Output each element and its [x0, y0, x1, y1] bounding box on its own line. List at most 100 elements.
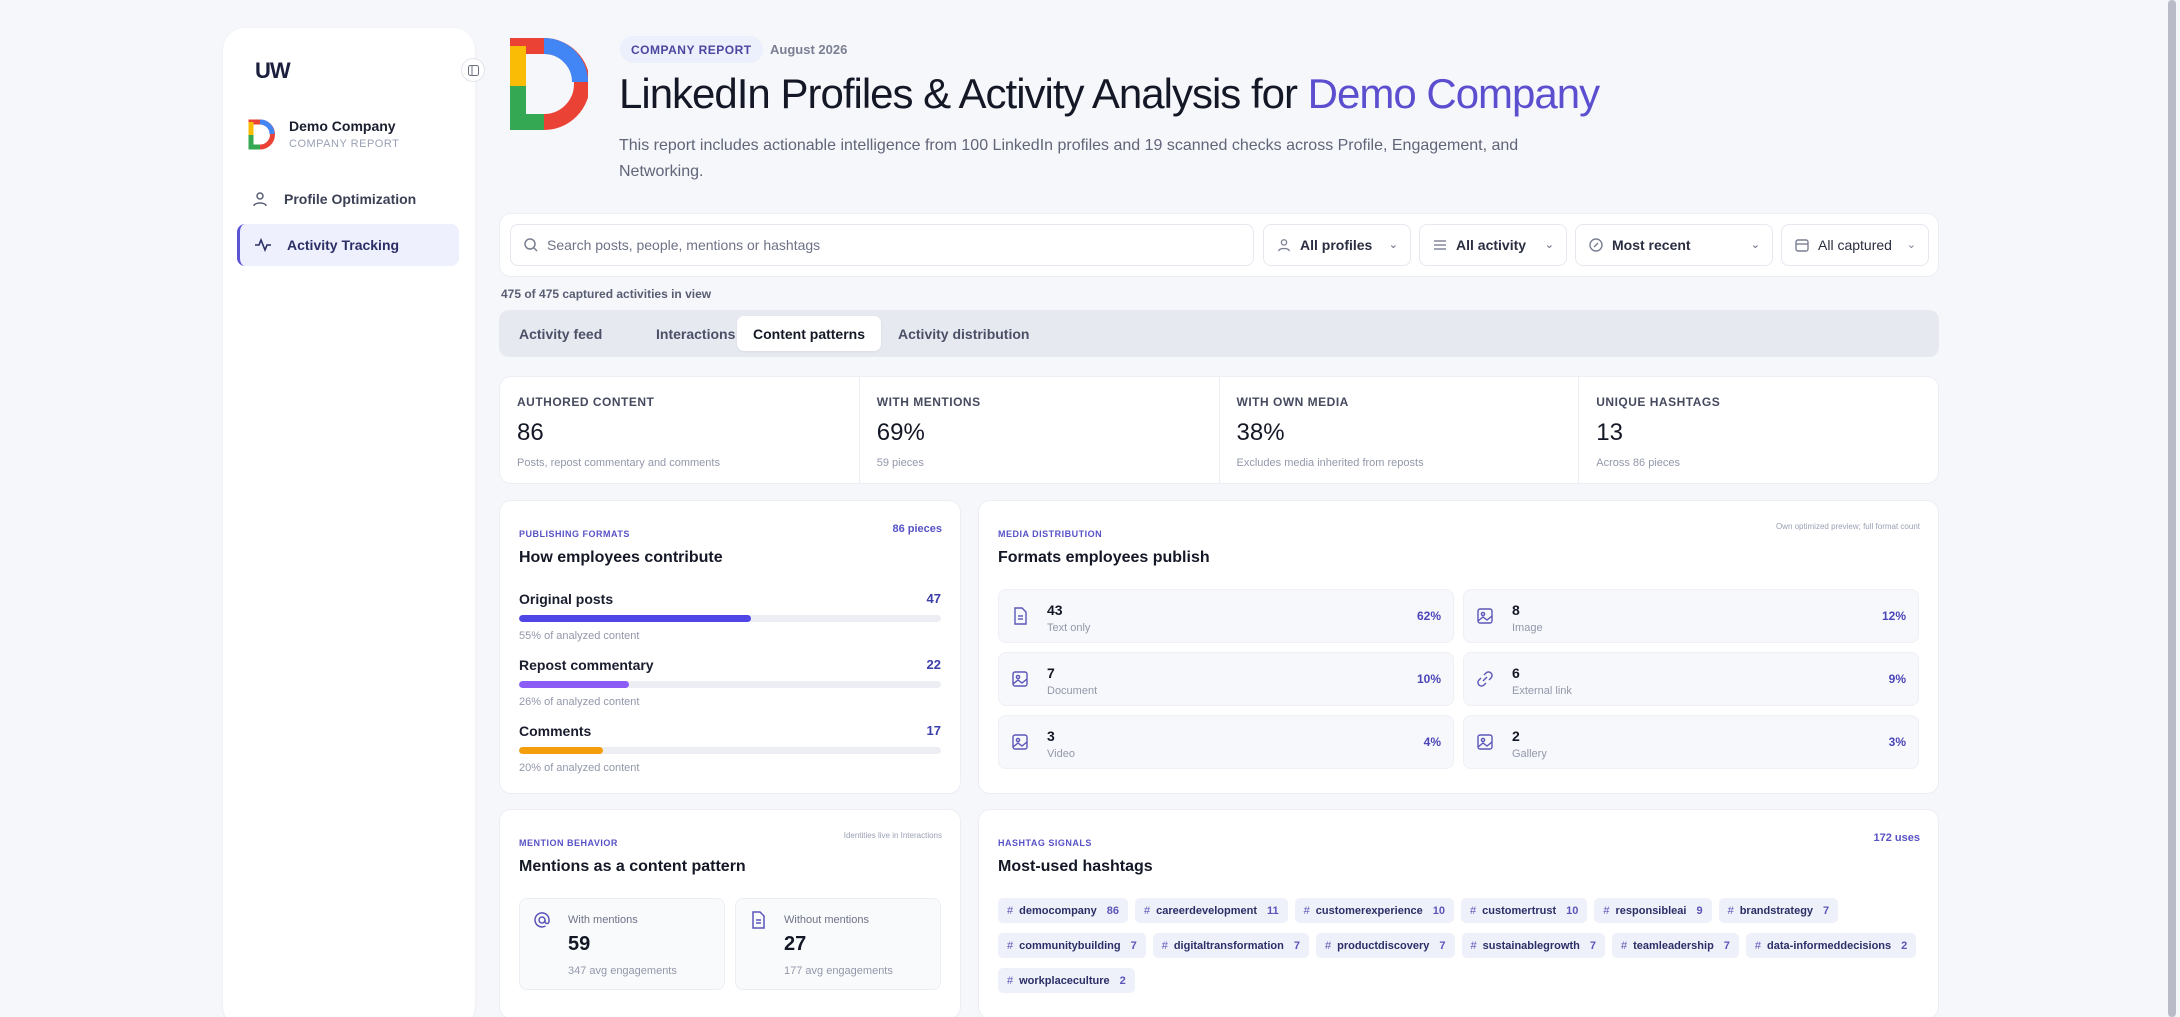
company-logo-icon	[248, 119, 275, 149]
mention-label: With mentions	[568, 914, 638, 926]
hash-icon: #	[1727, 904, 1734, 917]
card-title: Mentions as a content pattern	[519, 858, 746, 875]
chevron-down-icon: ⌄	[1544, 239, 1554, 251]
report-date: August 2026	[770, 42, 848, 57]
tab-content-patterns[interactable]: Content patterns	[737, 316, 881, 351]
without-mentions-box: Without mentions 27 177 avg engagements	[735, 898, 941, 990]
search-input[interactable]	[547, 237, 1227, 253]
hashtag-count: 10	[1566, 904, 1579, 917]
image-icon	[1012, 671, 1028, 687]
page-scrollbar[interactable]	[2168, 0, 2176, 1017]
format-label: Repost commentary	[519, 657, 654, 673]
hashtag-count: 11	[1267, 904, 1279, 917]
format-value: 17	[926, 723, 941, 738]
format-sub: 55% of analyzed content	[519, 630, 640, 642]
format-label: Comments	[519, 723, 592, 739]
with-mentions-box: With mentions 59 347 avg engagements	[519, 898, 725, 990]
hashtag-label: productdiscovery	[1337, 939, 1430, 952]
hashtag-count: 7	[1439, 939, 1446, 952]
sort-value: Most recent	[1612, 237, 1691, 253]
tab-activity-distribution[interactable]: Activity distribution	[898, 325, 1030, 342]
mention-label: Without mentions	[784, 914, 869, 926]
hash-icon: #	[1470, 939, 1477, 952]
media-label: External link	[1512, 685, 1572, 697]
profiles-dropdown[interactable]: All profiles ⌄	[1263, 224, 1411, 266]
sort-dropdown[interactable]: Most recent ⌄	[1575, 224, 1773, 266]
report-badge: COMPANY REPORT	[620, 36, 763, 63]
format-row-comments: Comments 17 20% of analyzed content	[519, 723, 941, 774]
hashtag-chip[interactable]: # sustainablegrowth 7	[1461, 933, 1605, 958]
kpi-value: 69%	[876, 419, 925, 446]
media-count: 3	[1047, 728, 1055, 744]
hashtag-chip[interactable]: # careerdevelopment 11	[1135, 898, 1288, 923]
tab-interactions[interactable]: Interactions	[656, 325, 736, 342]
hashtag-label: responsibleai	[1615, 904, 1687, 917]
card-title: Most-used hashtags	[998, 858, 1153, 875]
kpi-with-own-media: WITH OWN MEDIA 38% Excludes media inheri…	[1220, 377, 1580, 483]
tab-activity-feed[interactable]: Activity feed	[519, 325, 603, 342]
calendar-icon	[1794, 237, 1810, 253]
hash-icon: #	[1144, 904, 1151, 917]
kpi-sub: 59 pieces	[876, 457, 924, 469]
hashtag-count: 9	[1696, 904, 1703, 917]
document-icon	[752, 911, 765, 929]
collapse-sidebar-icon[interactable]	[461, 58, 485, 82]
media-label: Video	[1047, 748, 1075, 760]
company-info: Demo Company COMPANY REPORT	[248, 118, 399, 150]
document-icon	[1014, 607, 1027, 625]
hashtag-label: democompany	[1019, 904, 1097, 917]
company-subtitle: COMPANY REPORT	[289, 138, 400, 150]
media-tile-document: 7 Document 10%	[998, 652, 1454, 706]
hashtag-chip[interactable]: # communitybuilding 7	[998, 933, 1146, 958]
kpi-label: UNIQUE HASHTAGS	[1596, 395, 1721, 409]
hashtag-label: digitaltransformation	[1173, 939, 1284, 952]
company-name: Demo Company	[289, 118, 396, 134]
hashtag-chip[interactable]: # customerexperience 10	[1294, 898, 1455, 923]
hashtag-chip[interactable]: # democompany 86	[998, 898, 1129, 923]
hashtag-chip[interactable]: # data-informeddecisions 2	[1745, 933, 1917, 958]
image-icon	[1477, 734, 1493, 750]
search-box[interactable]	[510, 224, 1254, 266]
hashtag-label: careerdevelopment	[1156, 904, 1258, 917]
nav-profile-optimization[interactable]: Profile Optimization	[237, 178, 459, 220]
media-percent: 3%	[1888, 735, 1906, 749]
publishing-formats-card: PUBLISHING FORMATS How employees contrib…	[499, 500, 961, 794]
kpi-sub: Excludes media inherited from reposts	[1236, 457, 1424, 469]
page-title-company: Demo Company	[1307, 70, 1600, 117]
media-tile-video: 3 Video 4%	[998, 715, 1454, 769]
scrollbar-thumb[interactable]	[2168, 0, 2176, 1017]
hash-icon: #	[1161, 939, 1168, 952]
sort-icon	[1588, 237, 1604, 253]
hashtag-chip[interactable]: # teamleadership 7	[1611, 933, 1739, 958]
hashtag-count: 7	[1293, 939, 1300, 952]
media-tile-image: 8 Image 12%	[1463, 589, 1919, 643]
format-row-original-posts: Original posts 47 55% of analyzed content	[519, 591, 941, 642]
format-sub: 20% of analyzed content	[519, 762, 640, 774]
format-bar	[519, 747, 604, 754]
card-count: 86 pieces	[892, 523, 942, 535]
hashtag-chip[interactable]: # responsibleai 9	[1594, 898, 1712, 923]
hash-icon: #	[1603, 904, 1610, 917]
hash-icon: #	[1620, 939, 1628, 952]
nav-activity-tracking[interactable]: Activity Tracking	[237, 224, 459, 266]
app-logo[interactable]: UW	[255, 58, 291, 83]
media-tile-text-only: 43 Text only 62%	[998, 589, 1454, 643]
hashtag-chip[interactable]: # customertrust 10	[1461, 898, 1588, 923]
hashtag-chip[interactable]: # workplaceculture 2	[998, 968, 1135, 993]
kpi-sub: Posts, repost commentary and comments	[517, 457, 720, 469]
hashtag-chip[interactable]: # productdiscovery 7	[1315, 933, 1455, 958]
media-count: 2	[1512, 728, 1520, 744]
hashtag-chip[interactable]: # digitaltransformation 7	[1152, 933, 1309, 958]
media-percent: 4%	[1423, 735, 1441, 749]
card-count: 172 uses	[1873, 832, 1920, 844]
activity-count: 475 of 475 captured activities in view	[501, 287, 712, 301]
activity-dropdown[interactable]: All activity ⌄	[1419, 224, 1567, 266]
hashtag-chip[interactable]: # brandstrategy 7	[1718, 898, 1839, 923]
nav-label: Activity Tracking	[287, 237, 400, 253]
card-note: Identities live in Interactions	[843, 831, 942, 840]
profiles-value: All profiles	[1300, 237, 1373, 253]
captured-dropdown[interactable]: All captured ⌄	[1781, 224, 1929, 266]
chevron-down-icon: ⌄	[1750, 239, 1760, 251]
hashtag-count: 7	[1589, 939, 1596, 952]
hashtag-count: 7	[1823, 904, 1830, 917]
